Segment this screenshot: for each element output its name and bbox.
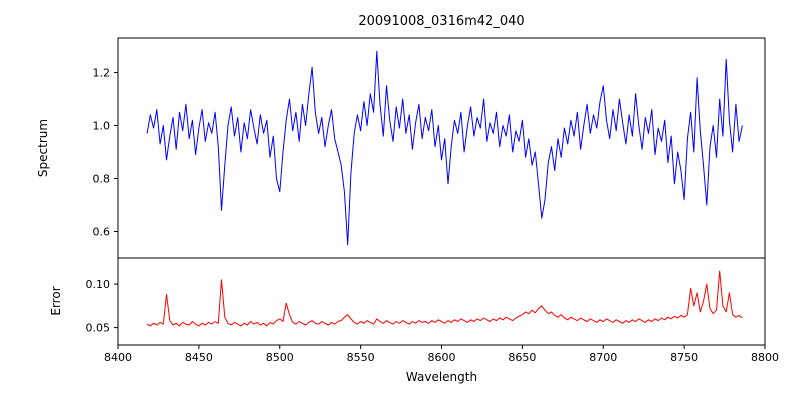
- svg-text:8650: 8650: [508, 351, 536, 364]
- spectrum-line: [146, 50, 743, 246]
- error-panel-border: [117, 257, 766, 346]
- y-axis-label-error: Error: [49, 286, 63, 315]
- x-axis-label: Wavelength: [406, 370, 477, 384]
- svg-text:8600: 8600: [428, 351, 456, 364]
- svg-text:8800: 8800: [751, 351, 779, 364]
- chart-title: 20091008_0316m42_040: [358, 14, 524, 29]
- svg-text:0.05: 0.05: [86, 322, 111, 335]
- svg-text:8450: 8450: [185, 351, 213, 364]
- error-panel-plot: [146, 270, 743, 327]
- svg-text:0.6: 0.6: [93, 225, 111, 238]
- svg-text:0.8: 0.8: [93, 172, 111, 185]
- svg-text:1.2: 1.2: [93, 66, 111, 79]
- svg-text:8700: 8700: [589, 351, 617, 364]
- spectrum-panel-plot: [146, 50, 743, 246]
- y-axis-label-spectrum: Spectrum: [36, 119, 50, 177]
- axis-ticks: 8400 8450 8500 8550 8600 8650 8700 8750 8800 0.6 0…: [86, 66, 780, 364]
- svg-text:0.10: 0.10: [86, 278, 111, 291]
- svg-text:8550: 8550: [347, 351, 375, 364]
- svg-text:1.0: 1.0: [93, 119, 111, 132]
- svg-text:8750: 8750: [670, 351, 698, 364]
- spectrum-panel-border: [117, 37, 766, 259]
- error-line: [146, 270, 743, 327]
- svg-text:8500: 8500: [266, 351, 294, 364]
- svg-text:8400: 8400: [104, 351, 132, 364]
